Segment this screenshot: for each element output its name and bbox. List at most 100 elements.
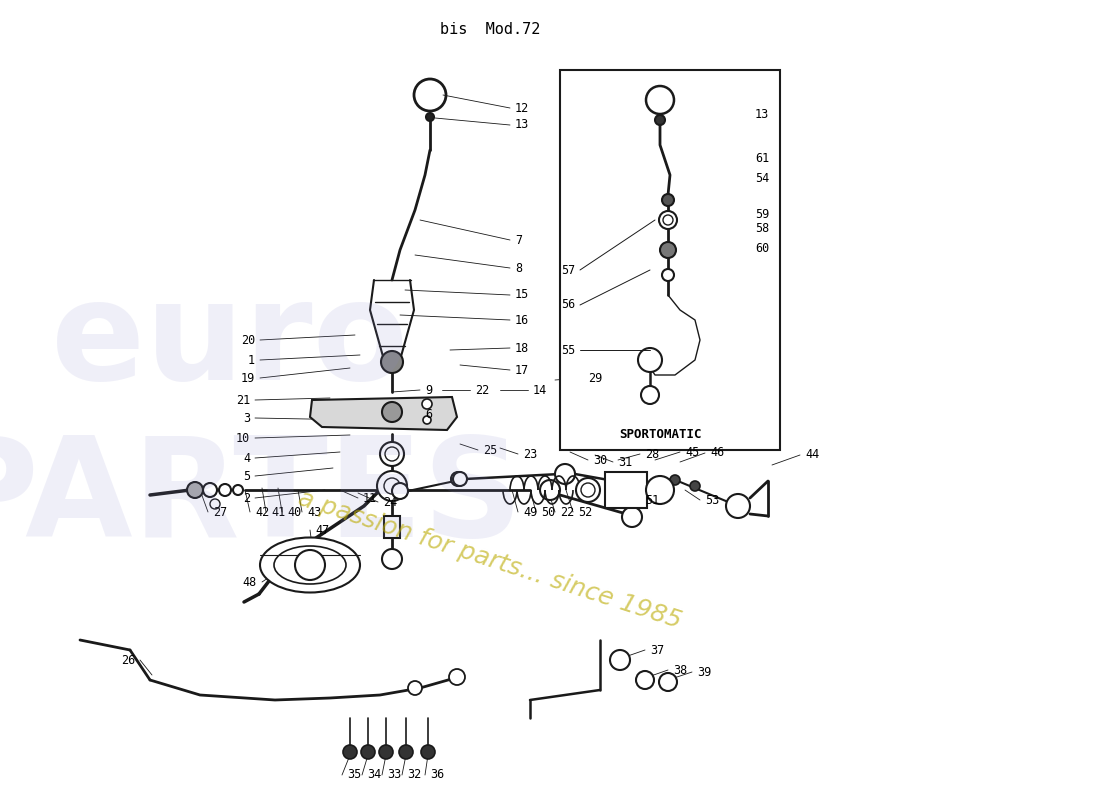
Circle shape xyxy=(399,745,412,759)
Text: 43: 43 xyxy=(307,506,321,518)
Text: 7: 7 xyxy=(515,234,522,246)
Text: 60: 60 xyxy=(755,242,769,254)
Text: euro
PARTES: euro PARTES xyxy=(0,274,524,566)
Text: 56: 56 xyxy=(561,298,575,311)
Circle shape xyxy=(449,669,465,685)
Text: 21: 21 xyxy=(235,394,250,406)
Text: 22: 22 xyxy=(475,383,490,397)
Circle shape xyxy=(610,650,630,670)
Text: 38: 38 xyxy=(673,663,688,677)
Text: 58: 58 xyxy=(755,222,769,234)
Circle shape xyxy=(219,484,231,496)
Text: 50: 50 xyxy=(541,506,556,518)
Text: 57: 57 xyxy=(561,263,575,277)
Circle shape xyxy=(616,476,630,490)
Polygon shape xyxy=(310,397,456,430)
Text: 4: 4 xyxy=(243,451,250,465)
Text: 6: 6 xyxy=(425,409,432,422)
Circle shape xyxy=(204,483,217,497)
Text: 37: 37 xyxy=(650,643,664,657)
Circle shape xyxy=(421,745,434,759)
Circle shape xyxy=(392,483,408,499)
Circle shape xyxy=(384,478,400,494)
Circle shape xyxy=(451,472,465,486)
Text: 9: 9 xyxy=(425,383,432,397)
Circle shape xyxy=(659,673,676,691)
Circle shape xyxy=(379,745,393,759)
Text: 23: 23 xyxy=(522,447,537,461)
Circle shape xyxy=(377,471,407,501)
Circle shape xyxy=(662,269,674,281)
Text: 29: 29 xyxy=(588,371,603,385)
Circle shape xyxy=(659,211,676,229)
Text: 53: 53 xyxy=(705,494,719,506)
Circle shape xyxy=(646,476,674,504)
Circle shape xyxy=(662,194,674,206)
Circle shape xyxy=(663,215,673,225)
Circle shape xyxy=(414,79,446,111)
Text: 36: 36 xyxy=(430,769,444,782)
Ellipse shape xyxy=(260,538,360,593)
Text: 10: 10 xyxy=(235,431,250,445)
Circle shape xyxy=(408,681,422,695)
Ellipse shape xyxy=(274,546,346,584)
Circle shape xyxy=(638,348,662,372)
Bar xyxy=(605,472,647,508)
Text: 20: 20 xyxy=(241,334,255,346)
Circle shape xyxy=(385,447,399,461)
Text: 52: 52 xyxy=(578,506,592,518)
Text: 24: 24 xyxy=(383,495,397,509)
Text: 31: 31 xyxy=(618,455,632,469)
Text: 17: 17 xyxy=(515,363,529,377)
Circle shape xyxy=(581,483,595,497)
Circle shape xyxy=(187,482,204,498)
Circle shape xyxy=(426,113,434,121)
Circle shape xyxy=(540,480,560,500)
Circle shape xyxy=(576,478,600,502)
Text: 49: 49 xyxy=(522,506,537,518)
Circle shape xyxy=(422,399,432,409)
Text: 35: 35 xyxy=(346,769,361,782)
Text: 1: 1 xyxy=(248,354,255,366)
Circle shape xyxy=(379,442,404,466)
Circle shape xyxy=(670,475,680,485)
Text: 25: 25 xyxy=(483,443,497,457)
Circle shape xyxy=(343,745,358,759)
Text: 13: 13 xyxy=(755,109,769,122)
Text: 54: 54 xyxy=(755,171,769,185)
Text: 2: 2 xyxy=(243,491,250,505)
Text: 28: 28 xyxy=(645,447,659,461)
Bar xyxy=(560,70,780,450)
Text: bis  Mod.72: bis Mod.72 xyxy=(440,22,540,37)
Circle shape xyxy=(382,402,402,422)
Text: 51: 51 xyxy=(645,494,659,506)
Circle shape xyxy=(233,485,243,495)
Circle shape xyxy=(382,549,402,569)
Text: 33: 33 xyxy=(387,769,402,782)
Text: 8: 8 xyxy=(515,262,522,274)
Text: a passion for parts... since 1985: a passion for parts... since 1985 xyxy=(295,486,685,634)
Text: 19: 19 xyxy=(241,371,255,385)
Text: 30: 30 xyxy=(593,454,607,466)
Text: 61: 61 xyxy=(755,151,769,165)
Circle shape xyxy=(654,115,666,125)
Text: 59: 59 xyxy=(755,209,769,222)
Text: 44: 44 xyxy=(805,449,820,462)
Text: 3: 3 xyxy=(243,411,250,425)
Text: 18: 18 xyxy=(515,342,529,354)
Circle shape xyxy=(295,550,324,580)
Text: 12: 12 xyxy=(515,102,529,114)
Text: 47: 47 xyxy=(315,523,329,537)
Text: 41: 41 xyxy=(271,506,285,518)
Text: 16: 16 xyxy=(515,314,529,326)
Text: 26: 26 xyxy=(121,654,135,666)
Text: 39: 39 xyxy=(697,666,712,678)
Circle shape xyxy=(641,386,659,404)
Text: 32: 32 xyxy=(407,769,421,782)
Text: 15: 15 xyxy=(515,289,529,302)
Text: 48: 48 xyxy=(243,575,257,589)
Circle shape xyxy=(556,464,575,484)
Text: 34: 34 xyxy=(367,769,382,782)
Circle shape xyxy=(621,507,642,527)
Circle shape xyxy=(381,351,403,373)
